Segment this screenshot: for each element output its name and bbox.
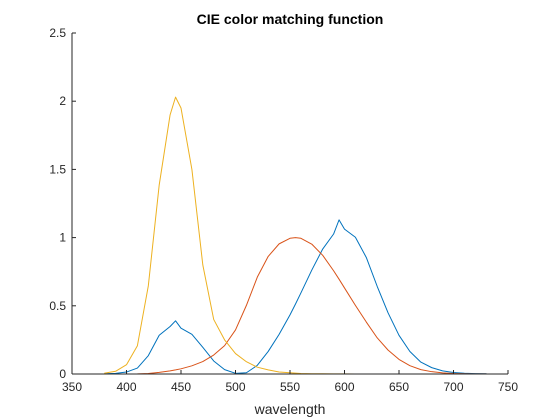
y-tick-label: 2.5 — [49, 26, 66, 40]
x-axis-label: wavelength — [254, 401, 326, 417]
series-line-y-bar — [104, 237, 487, 375]
y-tick-label: 1 — [59, 231, 66, 245]
series-layer — [104, 96, 487, 375]
y-tick-label: 1.5 — [49, 162, 66, 176]
x-tick-label: 600 — [334, 380, 354, 394]
x-tick-label: 400 — [116, 380, 136, 394]
x-tick-label: 750 — [498, 380, 518, 394]
chart-title: CIE color matching function — [197, 11, 384, 27]
x-tick-label: 450 — [171, 380, 191, 394]
y-tick-label: 0 — [59, 367, 66, 381]
x-tick-label: 500 — [225, 380, 245, 394]
x-tick-label: 550 — [280, 380, 300, 394]
series-line-x-bar — [104, 219, 487, 375]
axes-layer: 350 400 450 500 550 600 650 700 750 0 0.5 1 1.5 2 2.5 — [49, 26, 518, 394]
x-tick-label: 650 — [389, 380, 409, 394]
x-tick-label: 700 — [443, 380, 463, 394]
y-tick-label: 0.5 — [49, 299, 66, 313]
x-tick-label: 350 — [62, 380, 82, 394]
y-tick-label: 2 — [59, 94, 66, 108]
